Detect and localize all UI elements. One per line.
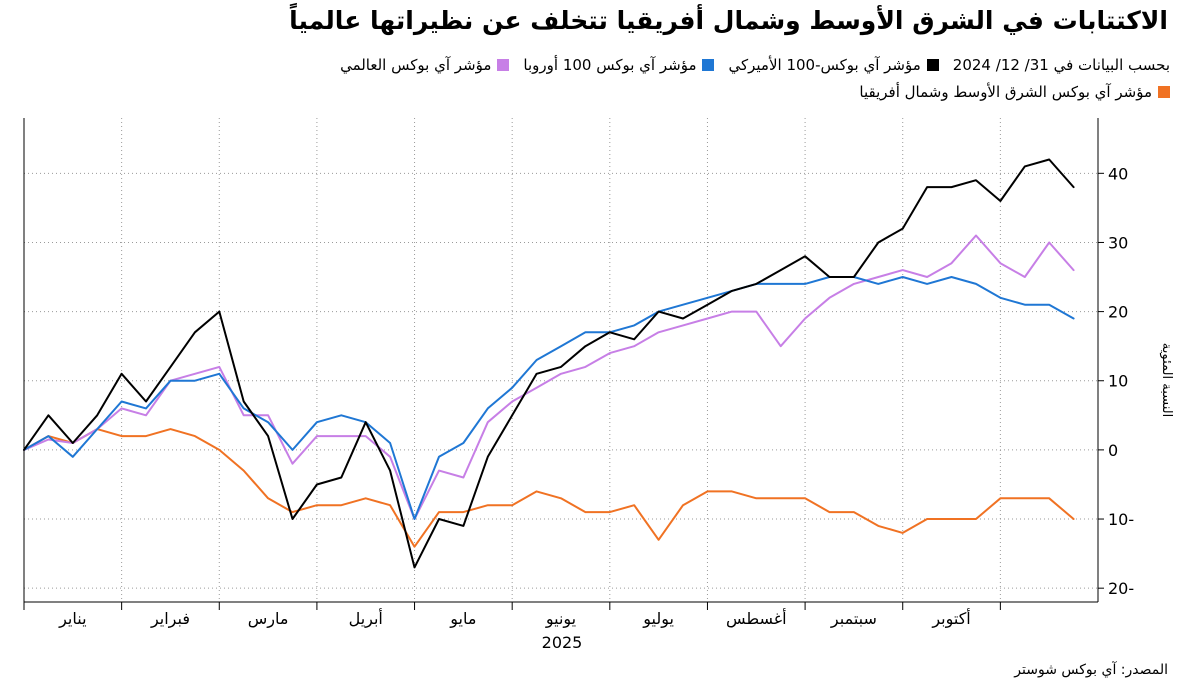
x-tick-label: أكتوبر [931, 608, 970, 629]
series-line-us [23, 158, 1075, 569]
y-tick-label: 30 [1108, 233, 1128, 252]
chart-series [23, 158, 1075, 569]
y-tick-label: 40 [1108, 164, 1128, 183]
chart-title: الاكتتابات في الشرق الأوسط وشمال أفريقيا… [289, 6, 1168, 35]
legend-item-europe: مؤشر آي بوكس 100 أوروبا [523, 56, 715, 74]
legend-date-label: بحسب البيانات في 31/ 12/ 2024 [952, 56, 1170, 74]
legend-swatch-us [926, 59, 939, 71]
y-tick-label: 20 [1108, 303, 1128, 322]
legend-swatch-europe [702, 59, 715, 71]
legend-label-mena: مؤشر آي بوكس الشرق الأوسط وشمال أفريقيا [859, 83, 1152, 101]
y-tick-label: 10- [1108, 510, 1134, 529]
y-tick-label: 0 [1108, 441, 1118, 460]
legend-item-mena: مؤشر آي بوكس الشرق الأوسط وشمال أفريقيا [859, 83, 1170, 101]
legend-item-global: مؤشر آي بوكس العالمي [340, 56, 510, 74]
legend-row-2: مؤشر آي بوكس الشرق الأوسط وشمال أفريقيا [859, 83, 1170, 101]
x-tick-label: أبريل [349, 608, 383, 629]
x-axis-year-label: 2025 [542, 633, 583, 652]
y-tick-label: 20- [1108, 579, 1134, 598]
legend-label-global: مؤشر آي بوكس العالمي [340, 56, 492, 74]
legend-row-1: بحسب البيانات في 31/ 12/ 2024 مؤشر آي بو… [340, 56, 1170, 74]
source-note: المصدر: آي بوكس شوستر [1014, 662, 1168, 678]
series-line-europe [23, 276, 1075, 520]
legend-date-note: بحسب البيانات في 31/ 12/ 2024 [953, 56, 1170, 74]
legend-swatch-mena [1158, 86, 1170, 98]
x-tick-label: يوليو [642, 609, 674, 629]
x-tick-label: سبتمبر [830, 609, 877, 629]
series-line-mena [23, 428, 1075, 548]
series-line-global [23, 234, 1075, 520]
x-tick-label: أغسطس [726, 608, 787, 629]
x-tick-label: مارس [248, 609, 289, 629]
x-tick-label: يناير [58, 609, 86, 629]
y-axis-label: النسبة المئوية [1159, 343, 1174, 417]
x-tick-label: فبراير [150, 609, 190, 629]
chart-axes: 40 30 20 10 0 10- 20- يناير فبراير مارس أبريل مايو ي… [23, 118, 1134, 629]
legend-item-us: مؤشر آي بوكس-100 الأميركي [728, 56, 939, 74]
legend-label-europe: مؤشر آي بوكس 100 أوروبا [523, 56, 697, 74]
legend-swatch-global [497, 59, 510, 71]
x-tick-label: يونيو [545, 609, 576, 629]
legend-label-us: مؤشر آي بوكس-100 الأميركي [728, 56, 921, 74]
y-tick-label: 10 [1108, 372, 1128, 391]
x-tick-label: مايو [449, 609, 476, 629]
chart-grid [23, 118, 1098, 602]
